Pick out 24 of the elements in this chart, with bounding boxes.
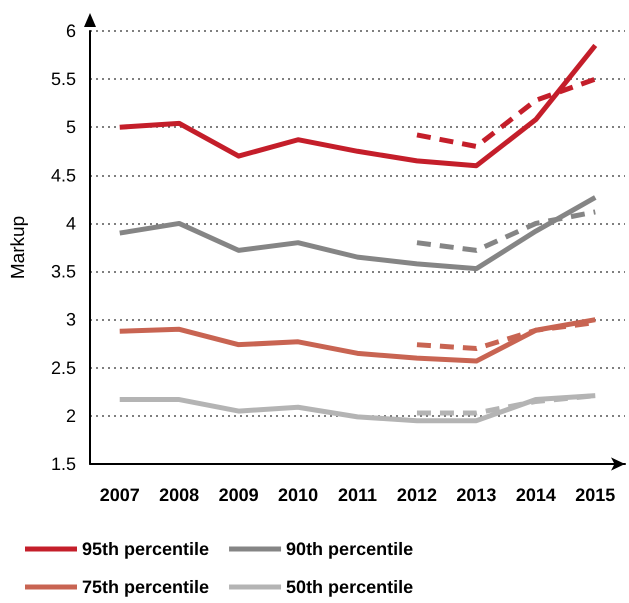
- x-tick-label: 2012: [396, 485, 437, 505]
- y-tick-label: 5: [66, 117, 76, 138]
- y-tick-label: 6: [66, 21, 76, 41]
- x-tick-label: 2010: [278, 485, 318, 505]
- y-tick-label: 2: [66, 406, 76, 426]
- x-tick-label: 2007: [100, 485, 140, 505]
- y-tick-label: 3.5: [50, 262, 76, 282]
- y-tick-label: 5.5: [50, 69, 76, 90]
- legend-label: 75th percentile: [82, 577, 210, 597]
- y-tick-label: 3: [66, 310, 76, 330]
- x-tick-label: 2011: [338, 485, 378, 505]
- x-tick-label: 2015: [575, 485, 616, 505]
- y-tick-label: 4: [66, 213, 76, 234]
- y-tick-label: 1.5: [50, 454, 76, 474]
- legend-label: 50th percentile: [286, 577, 414, 597]
- legend-label: 95th percentile: [82, 539, 210, 559]
- x-tick-label: 2009: [218, 485, 259, 505]
- y-tick-label: 4.5: [50, 165, 76, 186]
- x-tick-label: 2014: [516, 485, 556, 505]
- x-tick-label: 2008: [159, 485, 200, 505]
- y-tick-label: 2.5: [50, 358, 76, 378]
- x-tick-label: 2013: [456, 485, 496, 505]
- legend-label: 90th percentile: [286, 539, 414, 559]
- y-axis-title: Markup: [8, 216, 29, 280]
